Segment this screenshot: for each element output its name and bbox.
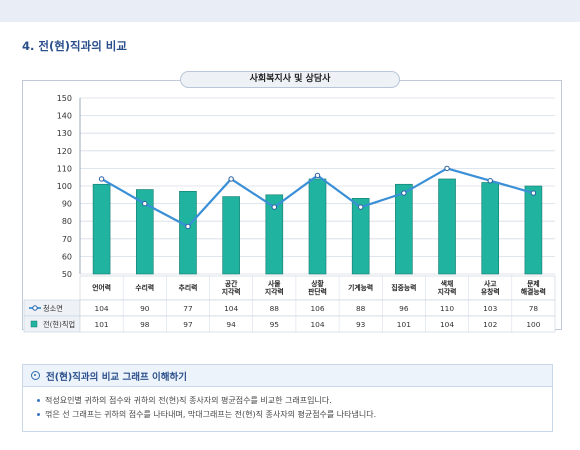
top-band [0,0,580,22]
line-point [142,200,148,207]
y-tick-label: 60 [62,252,72,261]
y-tick-label: 120 [57,147,72,156]
value-cell: 102 [483,320,497,329]
value-cell: 93 [356,320,366,329]
line-point [271,204,278,210]
line-point [228,176,234,182]
value-cell: 110 [440,304,454,313]
value-cell: 104 [224,304,238,313]
value-row [79,315,556,333]
value-cell: 100 [526,320,540,329]
bar [481,182,500,275]
info-title: 전(현)직과의 비교 그래프 이해하기 [46,371,187,383]
line-point [401,190,407,196]
category-label: 색채 지각력 [438,279,457,296]
y-tick-label: 140 [57,112,72,121]
line-point [487,178,493,184]
value-cell: 103 [483,304,497,313]
value-cell: 101 [397,320,411,329]
bar [395,183,413,275]
bar [265,194,284,275]
value-cell: 90 [140,304,150,313]
y-tick-label: 130 [57,129,72,138]
line-point [314,172,321,179]
category-label: 문제 해결능력 [521,279,546,296]
y-tick-label: 150 [57,94,72,103]
category-label: 추리력 [179,283,198,292]
value-cell: 77 [183,304,193,313]
value-cell: 88 [356,304,366,313]
y-tick-label: 70 [62,235,72,244]
y-tick-label: 100 [57,182,72,191]
bar [351,198,370,275]
value-cell: 104 [95,304,109,313]
value-cell: 98 [140,320,150,329]
line-point [185,223,191,230]
category-label: 상황 판단력 [308,279,327,296]
category-label: 공간 지각력 [222,279,241,296]
y-tick-label: 50 [62,270,72,279]
legend-bar-swatch [30,320,38,328]
value-cell: 96 [399,304,409,313]
section-title: 4. 전(현)직과의 비교 [22,39,127,53]
info-header: 전(현)직과의 비교 그래프 이해하기 [23,365,552,387]
info-item: 꺾은 선 그래프는 귀하의 점수를 나타내며, 막대그래프는 전(현)직 종사자… [37,408,552,422]
value-cell: 106 [310,304,324,313]
bar [438,178,456,275]
legend-label: 청소연 [43,304,63,313]
line-point [98,176,105,182]
category-label: 기계능력 [348,283,373,292]
y-tick-label: 80 [62,217,72,226]
value-cell: 88 [270,304,280,313]
line-point [530,190,537,196]
value-cell: 94 [226,320,236,329]
bar [179,190,197,275]
bar [92,183,111,275]
category-label: 집중능력 [391,283,416,292]
location-pin-icon [31,371,40,380]
bar [135,189,154,275]
bar [524,185,543,275]
category-label: 언어력 [92,283,111,292]
line-point [444,165,450,172]
info-item: 적성요인별 귀하의 점수와 귀하의 전(현)직 종사자의 평균점수를 비교한 그… [37,394,552,408]
info-box: 전(현)직과의 비교 그래프 이해하기 적성요인별 귀하의 점수와 귀하의 전(… [22,364,553,432]
legend-label: 전(현)직업 [43,320,75,329]
value-cell: 97 [183,320,193,329]
category-label: 수리력 [135,283,154,292]
category-row [79,275,556,301]
category-label: 사물 지각력 [265,279,284,296]
value-cell: 78 [529,304,539,313]
value-cell: 101 [95,320,109,329]
value-cell: 104 [440,320,454,329]
legend-line-point [32,305,38,311]
y-tick-label: 90 [62,200,72,209]
comparison-chart: 50 60 70 80 90 100 110 120 130 140 150 언어력 수리력 추리력 공간 지… [23,94,556,333]
bar [222,196,240,275]
value-cell: 104 [310,320,324,329]
y-tick-label: 110 [57,164,72,173]
value-cell: 95 [270,320,280,329]
bar [308,178,327,275]
info-list: 적성요인별 귀하의 점수와 귀하의 전(현)직 종사자의 평균점수를 비교한 그… [23,387,552,422]
chart-title: 사회복지사 및 상담사 [180,71,400,88]
line-point [357,204,364,210]
category-label: 사고 유창력 [481,279,500,296]
